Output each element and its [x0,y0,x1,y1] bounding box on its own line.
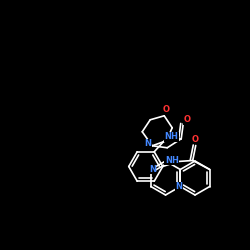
Text: O: O [163,105,170,114]
Text: N: N [145,139,152,148]
Text: N: N [149,165,156,174]
Text: O: O [184,115,191,124]
Text: NH: NH [165,156,179,165]
Text: N: N [175,182,182,191]
Text: NH: NH [164,132,178,141]
Text: O: O [191,135,198,144]
